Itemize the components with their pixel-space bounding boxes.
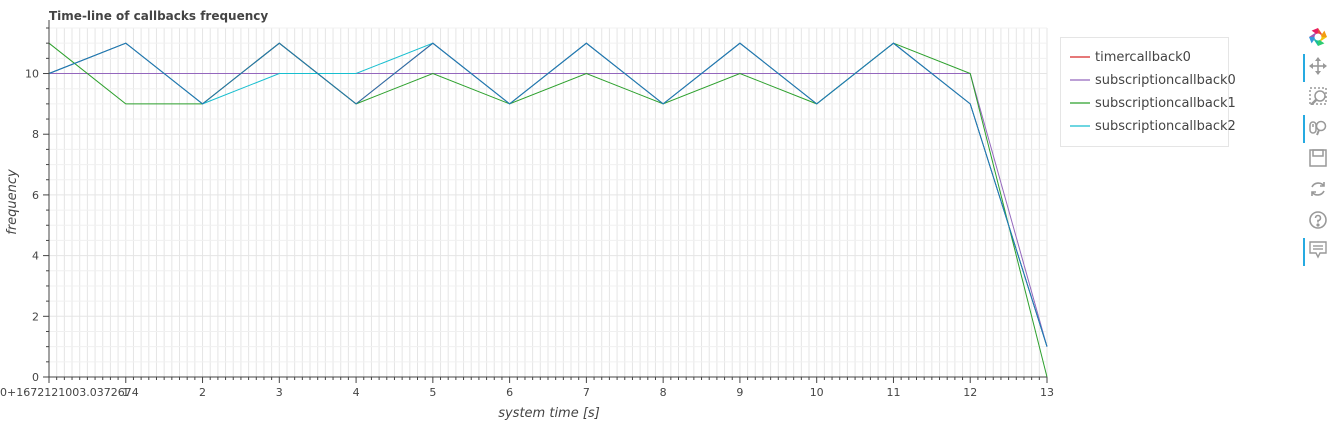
x-tick-label: 10 <box>810 386 824 399</box>
x-tick-label: 13 <box>1040 386 1054 399</box>
chart-title: Time-line of callbacks frequency <box>49 9 268 23</box>
x-tick-label: 2 <box>199 386 206 399</box>
x-tick-label: 9 <box>736 386 743 399</box>
bokeh-logo-icon <box>1309 28 1327 46</box>
x-tick-label: 3 <box>276 386 283 399</box>
x-tick-label: 6 <box>506 386 513 399</box>
x-axis-label: system time [s] <box>498 406 600 421</box>
y-tick-label: 6 <box>32 189 39 202</box>
help-icon <box>1309 211 1327 229</box>
legend-label-subscriptioncallback2[interactable]: subscriptioncallback2 <box>1095 119 1236 134</box>
hover-tool-button[interactable] <box>1303 238 1333 266</box>
y-tick-label: 2 <box>32 310 39 323</box>
x-tick-label: 0+1672121003.0372674 <box>0 386 139 399</box>
box-zoom-icon <box>1309 87 1327 105</box>
pan-tool-button[interactable] <box>1303 54 1333 82</box>
x-tick-label: 8 <box>660 386 667 399</box>
legend-label-subscriptioncallback0[interactable]: subscriptioncallback0 <box>1095 73 1236 88</box>
y-tick-label: 8 <box>32 128 39 141</box>
help-tool-button[interactable] <box>1303 208 1333 234</box>
grid <box>49 27 1048 378</box>
y-tick-label: 4 <box>32 250 39 263</box>
wheel-zoom-icon <box>1309 120 1327 136</box>
plot-toolbar <box>1300 22 1333 272</box>
x-tick-label: 12 <box>963 386 977 399</box>
legend-label-timercallback0[interactable]: timercallback0 <box>1095 50 1191 65</box>
x-tick-label: 4 <box>353 386 360 399</box>
legend-box <box>1060 37 1229 147</box>
y-tick-label: 0 <box>32 371 39 384</box>
hover-icon <box>1309 241 1327 259</box>
pan-icon <box>1309 57 1327 75</box>
bokeh-logo-tool-button[interactable] <box>1303 25 1333 51</box>
legend[interactable]: timercallback0 subscriptioncallback0 subsc… <box>1060 37 1236 147</box>
x-tick-label: 7 <box>583 386 590 399</box>
y-axis-label: frequency <box>5 169 20 235</box>
wheel-zoom-tool-button[interactable] <box>1303 115 1333 143</box>
reset-icon <box>1311 182 1325 196</box>
y-tick-label: 10 <box>25 68 39 81</box>
series-lines <box>48 42 1048 378</box>
x-tick-label: 11 <box>886 386 900 399</box>
legend-label-subscriptioncallback1[interactable]: subscriptioncallback1 <box>1095 96 1236 111</box>
save-tool-button[interactable] <box>1303 146 1333 172</box>
box-zoom-tool-button[interactable] <box>1303 84 1333 110</box>
reset-tool-button[interactable] <box>1303 177 1333 203</box>
x-tick-label: 5 <box>429 386 436 399</box>
save-icon <box>1309 149 1327 167</box>
series-line-unlabeled <box>48 42 1048 347</box>
x-tick-label: 1 <box>122 386 129 399</box>
